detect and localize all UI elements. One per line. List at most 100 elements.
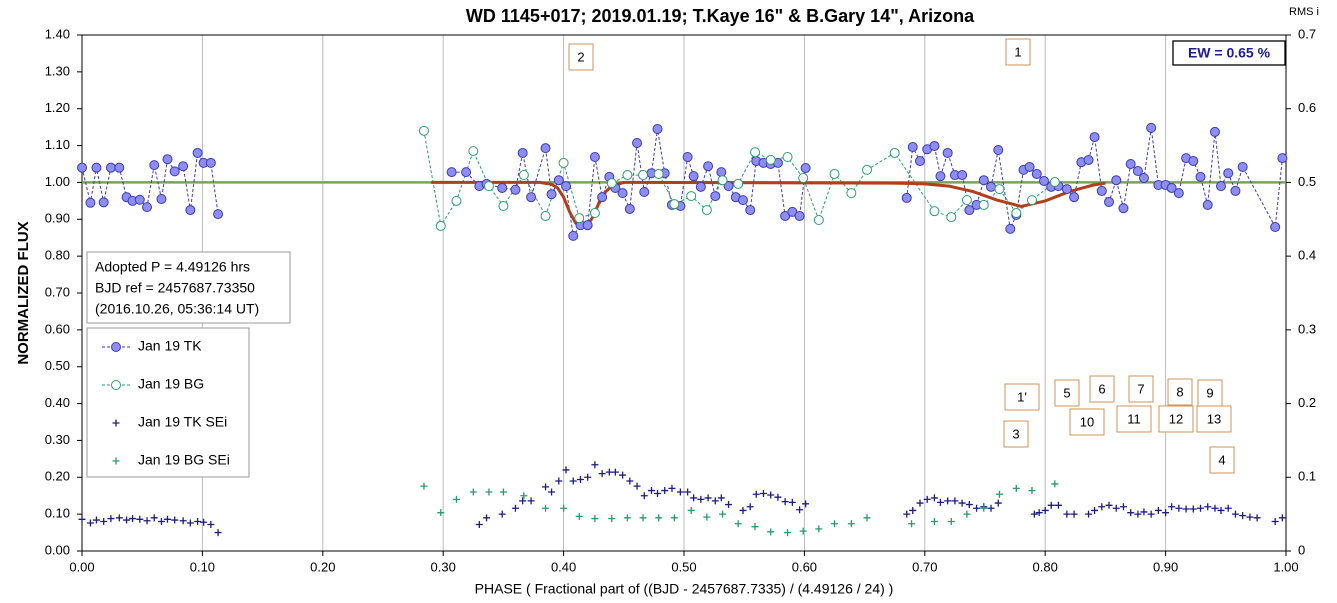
data-point	[553, 175, 564, 186]
annotation: 6	[1098, 381, 1105, 396]
y-tick-label: 0.50	[45, 358, 70, 373]
data-point	[1166, 182, 1177, 193]
data-point	[519, 497, 527, 505]
data-point	[143, 517, 151, 525]
data-point	[213, 209, 224, 220]
data-point	[134, 194, 145, 205]
data-point	[562, 466, 570, 474]
data-point	[575, 512, 583, 520]
data-point	[647, 487, 655, 495]
data-point	[1024, 161, 1035, 172]
data-point	[914, 156, 925, 167]
data-point	[929, 206, 940, 217]
data-point	[1209, 126, 1220, 137]
data-point	[946, 212, 957, 223]
data-point	[719, 510, 727, 518]
data-point	[995, 490, 1003, 498]
data-point	[993, 144, 1004, 155]
y2-tick-label: 0.1	[1298, 469, 1316, 484]
data-point	[863, 514, 871, 522]
data-point	[77, 162, 87, 173]
data-point	[737, 195, 748, 206]
data-point	[1089, 132, 1100, 143]
data-point	[1217, 506, 1225, 514]
data-point	[584, 473, 592, 481]
y-tick-label: 1.00	[45, 174, 70, 189]
data-point	[136, 515, 144, 523]
data-point	[149, 160, 160, 171]
data-point	[669, 199, 680, 210]
info-line: (2016.10.26, 05:36:14 UT)	[95, 301, 259, 317]
annotation-box	[1004, 383, 1040, 411]
data-point	[978, 175, 989, 186]
data-point	[800, 163, 811, 174]
data-point	[1168, 503, 1176, 511]
annotation-box	[1197, 379, 1223, 407]
data-point	[965, 501, 973, 509]
data-point	[511, 504, 519, 512]
data-point	[1105, 501, 1113, 509]
data-point	[207, 520, 215, 528]
data-point	[1162, 509, 1170, 517]
data-point	[185, 205, 196, 216]
annotation-box	[1069, 408, 1105, 436]
data-point	[591, 515, 599, 523]
data-point	[1211, 504, 1219, 512]
data-point	[561, 181, 572, 192]
data-point	[750, 147, 761, 158]
annotation: 3	[1012, 426, 1019, 441]
data-point	[100, 518, 108, 526]
data-point	[1134, 510, 1142, 518]
data-point	[1278, 514, 1286, 522]
data-point	[420, 482, 428, 490]
data-point	[987, 504, 995, 512]
data-point	[802, 500, 810, 508]
data-point	[623, 514, 631, 522]
data-point	[597, 192, 608, 203]
data-point	[930, 494, 938, 502]
annotation-box	[1003, 420, 1029, 448]
annotation-box	[1054, 379, 1080, 407]
data-point	[499, 488, 507, 496]
legend-box	[86, 327, 250, 478]
data-point	[520, 492, 528, 500]
data-point	[169, 166, 180, 177]
x-axis-label: PHASE ( Fractional part of ((BJD - 24576…	[475, 581, 894, 597]
data-point	[961, 195, 972, 206]
data-point	[214, 529, 222, 537]
data-point	[1132, 166, 1143, 177]
data-point	[1051, 480, 1059, 488]
data-point	[639, 187, 650, 198]
data-point	[1253, 514, 1261, 522]
data-point	[542, 483, 550, 491]
data-point	[923, 495, 931, 503]
data-point	[765, 154, 776, 165]
y-tick-label: 0.10	[45, 506, 70, 521]
data-point	[483, 181, 494, 192]
data-point	[205, 157, 216, 168]
y-tick-label: 0.70	[45, 284, 70, 299]
data-point	[582, 220, 593, 231]
data-point	[980, 504, 988, 512]
data-point	[1104, 196, 1115, 207]
data-point	[1195, 171, 1206, 182]
data-point	[92, 516, 100, 524]
data-point	[1215, 181, 1226, 192]
data-point	[115, 514, 123, 522]
data-point	[1246, 513, 1254, 521]
data-point	[640, 492, 648, 500]
data-point	[978, 199, 989, 210]
y2-tick-label: 0.2	[1298, 395, 1316, 410]
data-point	[475, 520, 483, 528]
y-tick-label: 0.60	[45, 321, 70, 336]
data-point	[1204, 503, 1212, 511]
data-point	[723, 181, 734, 192]
annotation: 7	[1137, 381, 1144, 396]
data-point	[178, 161, 189, 172]
data-point	[1085, 510, 1093, 518]
data-point	[589, 151, 600, 162]
data-point	[767, 528, 775, 536]
data-point	[1125, 159, 1136, 169]
data-point	[668, 484, 676, 492]
data-point	[626, 477, 634, 485]
